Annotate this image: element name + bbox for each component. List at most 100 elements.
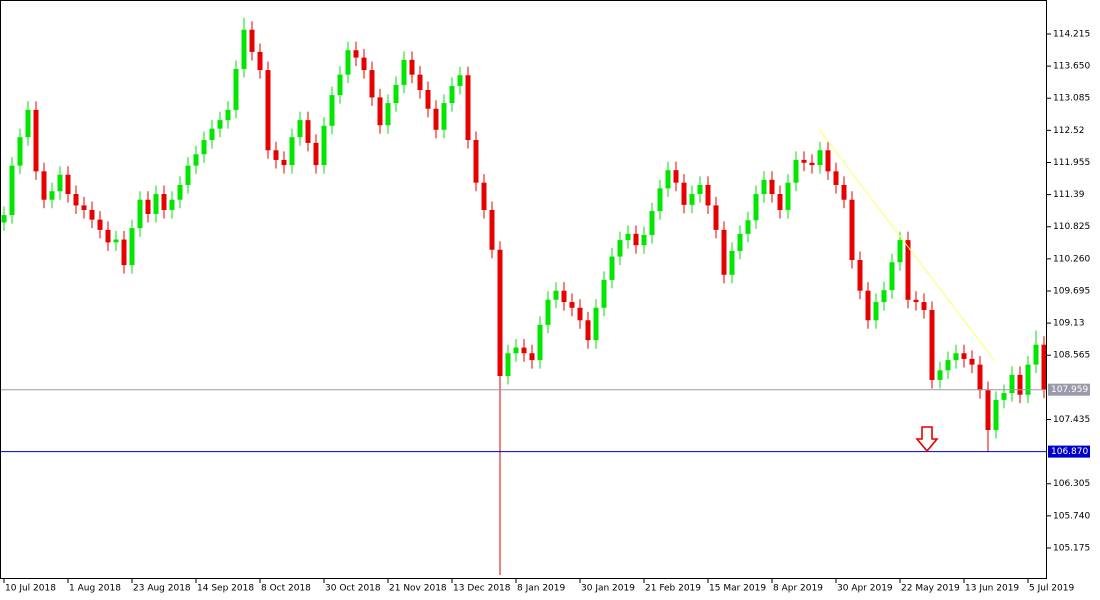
candle-body bbox=[641, 234, 647, 246]
candle-body bbox=[1041, 344, 1047, 390]
x-tick-label: 15 Mar 2019 bbox=[709, 584, 766, 594]
price-label: 107.959 bbox=[1051, 385, 1088, 395]
candle-body bbox=[377, 97, 383, 126]
down-arrow bbox=[915, 426, 939, 453]
trendline bbox=[818, 129, 995, 361]
x-tick-label: 21 Feb 2019 bbox=[645, 584, 701, 594]
candle-body bbox=[249, 29, 255, 52]
candle-body bbox=[1017, 374, 1023, 395]
candle-body bbox=[609, 256, 615, 280]
x-tick-label: 22 May 2019 bbox=[901, 584, 960, 594]
candle-body bbox=[81, 205, 87, 210]
candle-body bbox=[409, 59, 415, 75]
x-tick-label: 30 Apr 2019 bbox=[837, 584, 893, 594]
y-tick-label: 106.305 bbox=[1053, 479, 1090, 489]
y-tick-label: 109.695 bbox=[1053, 286, 1090, 296]
candle-body bbox=[1001, 393, 1007, 400]
candle-body bbox=[113, 239, 119, 243]
y-tick-label: 107.435 bbox=[1053, 415, 1090, 425]
candle-body bbox=[633, 233, 639, 246]
candle-body bbox=[553, 290, 559, 300]
candle-body bbox=[953, 353, 959, 361]
candle-body bbox=[569, 302, 575, 308]
y-tick-label: 113.085 bbox=[1053, 94, 1090, 104]
candle-body bbox=[985, 390, 991, 431]
candle-body bbox=[153, 194, 159, 214]
candle-body bbox=[857, 260, 863, 291]
candle-body bbox=[969, 358, 975, 365]
candle-body bbox=[289, 137, 295, 166]
x-tick-label: 23 Aug 2018 bbox=[133, 584, 191, 594]
candle-body bbox=[537, 324, 543, 361]
candle-body bbox=[921, 302, 927, 311]
candle-body bbox=[937, 370, 943, 380]
candle-body bbox=[561, 290, 567, 303]
candle-body bbox=[881, 290, 887, 303]
candle-body bbox=[401, 59, 407, 85]
candle-body bbox=[321, 125, 327, 166]
x-tick-label: 8 Jan 2019 bbox=[517, 584, 565, 594]
candle-body bbox=[489, 209, 495, 250]
candle-body bbox=[369, 70, 375, 98]
x-tick-label: 10 Jul 2018 bbox=[5, 584, 56, 594]
x-tick-label: 8 Oct 2018 bbox=[261, 584, 311, 594]
candle-body bbox=[17, 137, 23, 166]
candle-body bbox=[513, 347, 519, 354]
candle-body bbox=[505, 353, 511, 376]
candle-body bbox=[993, 399, 999, 431]
y-tick-label: 110.825 bbox=[1053, 222, 1090, 232]
y-tick-label: 112.52 bbox=[1053, 126, 1085, 136]
candle-body bbox=[433, 108, 439, 130]
y-tick-label: 114.215 bbox=[1053, 30, 1090, 40]
candle-body bbox=[137, 199, 143, 229]
candle-body bbox=[265, 70, 271, 151]
x-tick-label: 13 Dec 2018 bbox=[453, 584, 511, 594]
candle-body bbox=[809, 162, 815, 166]
candle-body bbox=[41, 171, 47, 200]
candle-body bbox=[657, 188, 663, 212]
candle-body bbox=[361, 57, 367, 71]
candle-body bbox=[65, 174, 71, 195]
candle-body bbox=[1025, 364, 1031, 395]
x-tick-label: 5 Jul 2019 bbox=[1029, 584, 1074, 594]
candle-body bbox=[529, 353, 535, 361]
candle-body bbox=[897, 240, 903, 263]
candle-body bbox=[345, 50, 351, 75]
candle-body bbox=[929, 310, 935, 380]
y-tick-label: 110.260 bbox=[1053, 254, 1090, 264]
candle-body bbox=[497, 249, 503, 376]
candle-body bbox=[129, 228, 135, 266]
y-tick-label: 108.565 bbox=[1053, 351, 1090, 361]
candle-body bbox=[977, 364, 983, 391]
candle-body bbox=[865, 290, 871, 321]
candle-body bbox=[473, 140, 479, 183]
candle-body bbox=[145, 199, 151, 214]
candle-body bbox=[257, 51, 263, 71]
candle-body bbox=[545, 299, 551, 325]
candle-body bbox=[1033, 344, 1039, 365]
candle-body bbox=[209, 128, 215, 141]
y-tick-label: 105.175 bbox=[1053, 543, 1090, 553]
candle-body bbox=[849, 199, 855, 261]
candle-body bbox=[457, 75, 463, 87]
y-tick-label: 111.39 bbox=[1053, 190, 1085, 200]
candle-body bbox=[217, 120, 223, 129]
candle-body bbox=[833, 171, 839, 185]
candle-body bbox=[801, 159, 807, 163]
plot-frame bbox=[0, 0, 1047, 579]
candle-body bbox=[121, 239, 127, 266]
candle-body bbox=[777, 194, 783, 210]
candle-body bbox=[1, 215, 7, 223]
candle-body bbox=[665, 170, 671, 189]
candle-body bbox=[449, 86, 455, 104]
candle-body bbox=[57, 174, 63, 192]
candle-body bbox=[273, 150, 279, 160]
y-tick-label: 113.650 bbox=[1053, 62, 1090, 72]
x-tick-label: 1 Aug 2018 bbox=[69, 584, 121, 594]
plot-area bbox=[0, 17, 1047, 575]
candle-body bbox=[241, 29, 247, 69]
x-tick-label: 30 Jan 2019 bbox=[581, 584, 635, 594]
candle-body bbox=[305, 120, 311, 143]
candle-body bbox=[889, 262, 895, 291]
candle-body bbox=[49, 191, 55, 200]
